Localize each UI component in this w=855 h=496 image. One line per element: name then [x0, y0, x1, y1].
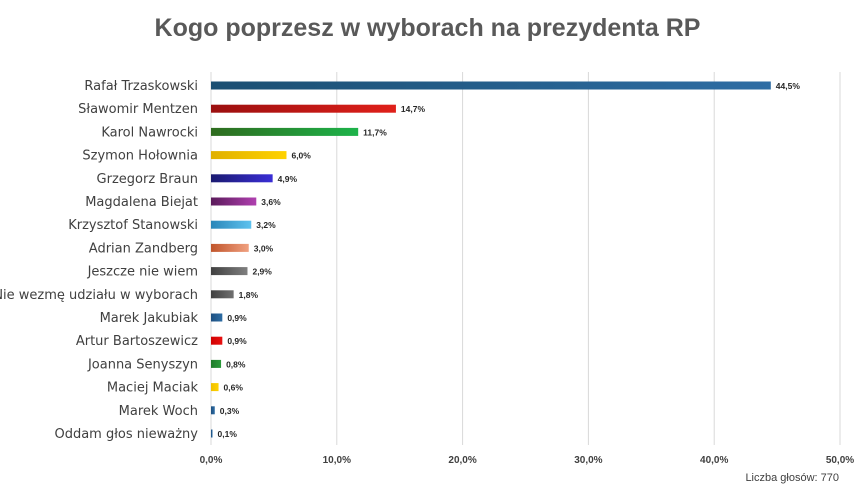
value-label: 11,7%: [363, 127, 387, 137]
bar: [211, 197, 257, 206]
bar: [211, 429, 213, 438]
bar: [211, 336, 223, 345]
category-label: Jeszcze nie wiem: [87, 265, 198, 280]
category-label: Adrian Zandberg: [89, 241, 198, 256]
x-tick-label: 10,0%: [323, 455, 351, 466]
x-tick-label: 50,0%: [826, 455, 854, 466]
category-label: Grzegorz Braun: [97, 172, 198, 187]
bar: [211, 220, 252, 229]
bar: [211, 383, 219, 392]
category-label: Marek Jakubiak: [100, 311, 199, 326]
value-label: 3,2%: [256, 220, 276, 230]
value-label: 0,8%: [226, 359, 246, 369]
category-label: Marek Woch: [119, 404, 198, 419]
value-label: 2,9%: [252, 267, 272, 277]
category-label: Szymon Hołownia: [82, 149, 198, 164]
bar: [211, 290, 234, 299]
vote-count-note: Liczba głosów: 770: [745, 472, 839, 484]
value-label: 14,7%: [401, 104, 426, 114]
category-label: Sławomir Mentzen: [78, 102, 198, 117]
bar: [211, 267, 248, 276]
bar: [211, 174, 273, 183]
category-label: Joanna Senyszyn: [87, 357, 198, 372]
category-label: Maciej Maciak: [107, 381, 199, 396]
bar: [211, 359, 222, 368]
x-tick-label: 0,0%: [200, 455, 223, 466]
bar: [211, 313, 223, 322]
value-label: 0,1%: [218, 429, 238, 439]
value-label: 0,9%: [227, 336, 247, 346]
value-label: 0,3%: [220, 406, 240, 416]
value-label: 3,6%: [261, 197, 281, 207]
value-label: 0,6%: [224, 383, 244, 393]
chart-title: Kogo poprzesz w wyborach na prezydenta R…: [154, 14, 701, 42]
bar: [211, 104, 396, 113]
x-tick-label: 40,0%: [700, 455, 728, 466]
value-label: 3,0%: [254, 243, 274, 253]
category-label: Rafał Trzaskowski: [84, 79, 198, 94]
value-label: 4,9%: [278, 174, 298, 184]
category-label: Oddam głos nieważny: [54, 427, 198, 442]
value-label: 1,8%: [239, 290, 259, 300]
x-tick-label: 20,0%: [448, 455, 476, 466]
category-label: Nie wezmę udziału w wyborach: [0, 288, 198, 303]
value-label: 6,0%: [291, 151, 311, 161]
x-tick-label: 30,0%: [574, 455, 602, 466]
bar: [211, 406, 215, 415]
category-label: Magdalena Biejat: [85, 195, 198, 210]
bar: [211, 127, 359, 136]
category-label: Karol Nawrocki: [101, 125, 198, 140]
bar: [211, 151, 287, 160]
category-label: Artur Bartoszewicz: [76, 334, 198, 349]
value-label: 44,5%: [776, 81, 801, 91]
category-label: Krzysztof Stanowski: [68, 218, 198, 233]
bar: [211, 243, 249, 252]
bar: [211, 81, 771, 90]
value-label: 0,9%: [227, 313, 247, 323]
